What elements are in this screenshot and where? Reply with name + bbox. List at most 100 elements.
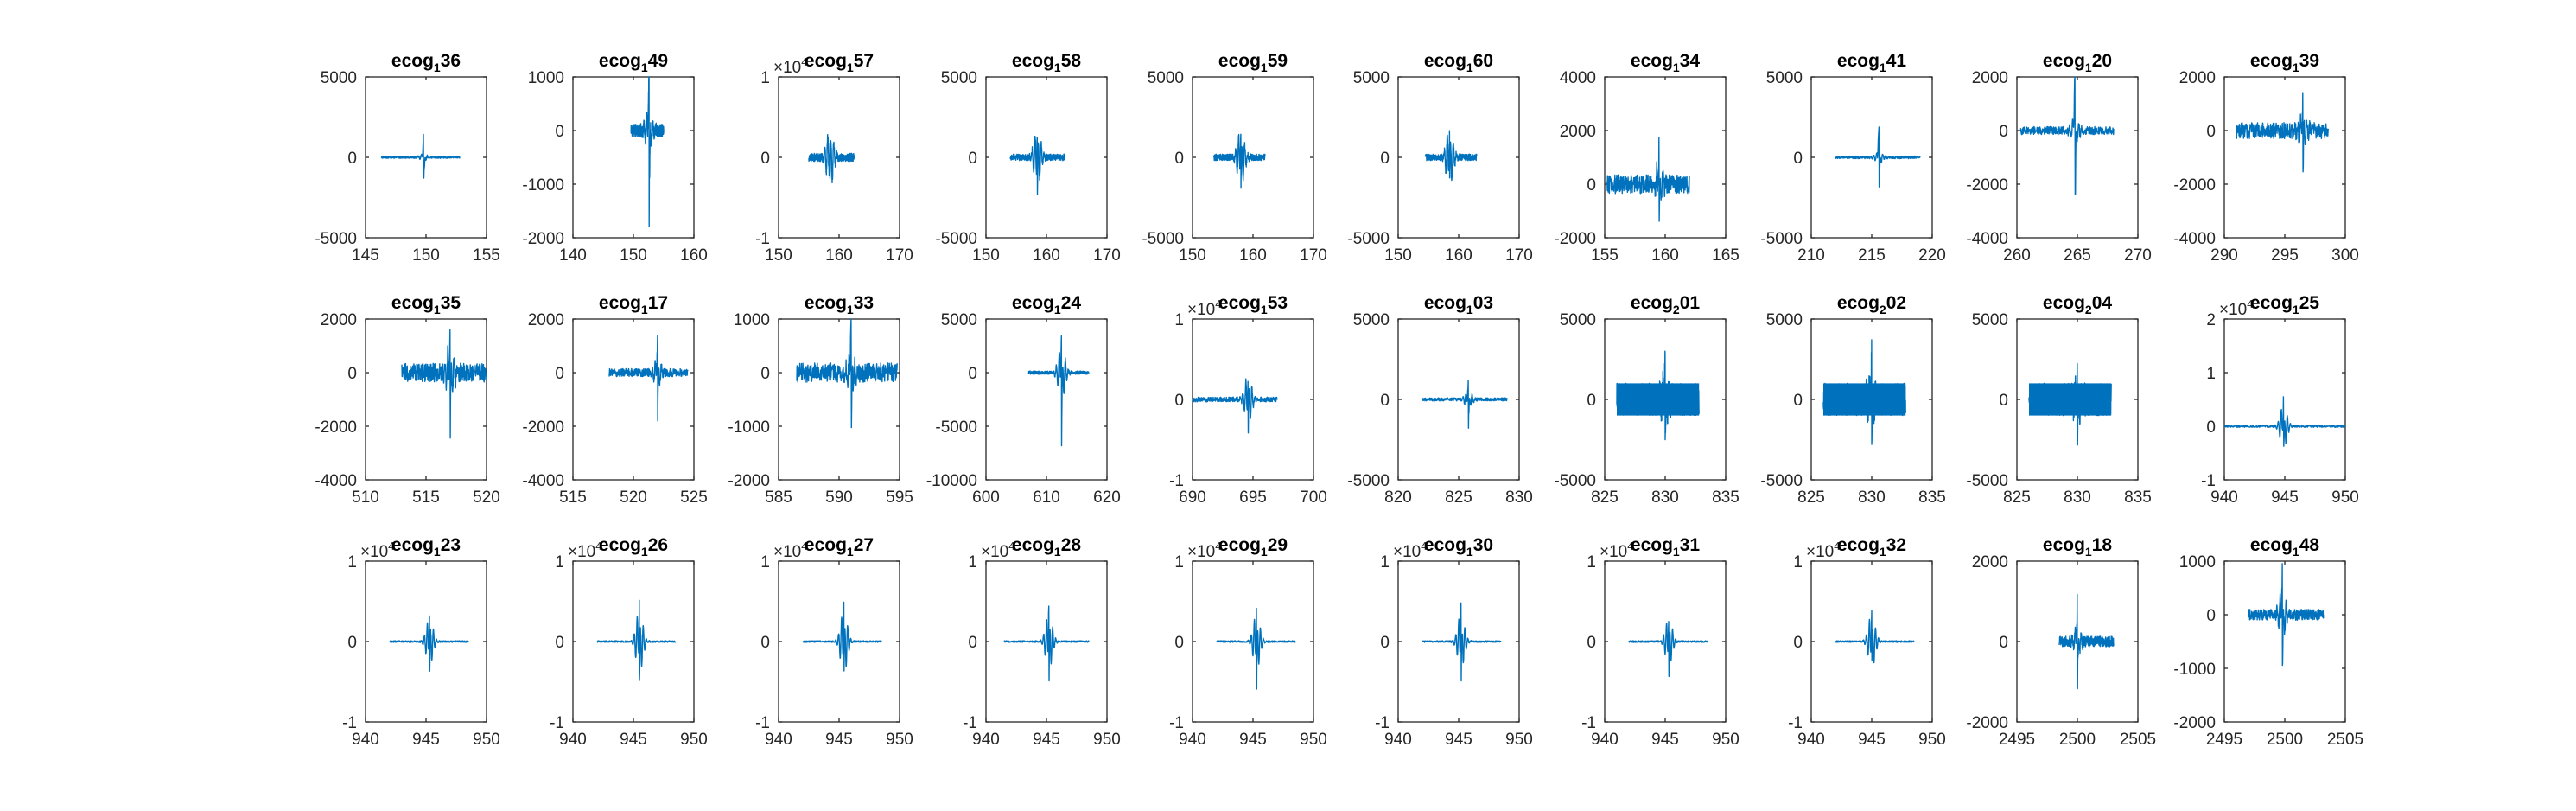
x-tick-label: 160 — [1239, 246, 1267, 265]
x-tick-label: 950 — [1505, 731, 1533, 749]
x-tick-label: 170 — [886, 246, 913, 265]
signal-trace — [1212, 133, 1266, 189]
y-tick-label: 0 — [555, 634, 564, 652]
y-tick-label: -1 — [755, 714, 770, 732]
signal-trace — [1422, 380, 1508, 429]
x-tick-label: 940 — [1591, 731, 1619, 749]
subplot-title: ecog118 — [2043, 535, 2112, 559]
y-tick-label: 0 — [1174, 634, 1184, 652]
subplot-title: ecog148 — [2250, 535, 2319, 559]
y-tick-label: 5000 — [1560, 311, 1596, 329]
y-exponent-label: ×104 — [568, 540, 601, 561]
subplot-title: ecog117 — [599, 293, 668, 316]
x-tick-label: 210 — [1797, 246, 1825, 265]
y-tick-label: -1 — [1169, 714, 1184, 732]
y-exponent-label: ×104 — [1600, 540, 1633, 561]
subplot-ecog103: 820 825 830 -5000 0 5000 ecog103 — [1347, 293, 1532, 507]
y-tick-label: 0 — [347, 150, 357, 168]
y-tick-label: 1 — [1174, 553, 1184, 572]
x-tick-label: 150 — [1384, 246, 1412, 265]
signal-trace — [596, 599, 677, 681]
signal-trace — [802, 601, 882, 672]
x-tick-label: 950 — [1093, 731, 1121, 749]
subplot-title: ecog159 — [1218, 51, 1288, 74]
signal-trace — [796, 318, 898, 429]
y-tick-label: 0 — [1793, 634, 1803, 652]
y-exponent-label: ×104 — [1393, 540, 1427, 561]
subplot-ecog124: 600 610 620 -10000 -5000 0 5000 ecog124 — [926, 293, 1121, 507]
x-tick-label: 940 — [559, 731, 587, 749]
x-tick-label: 825 — [1445, 489, 1472, 507]
y-tick-label: 1 — [760, 553, 770, 572]
signal-trace — [2019, 76, 2115, 195]
x-tick-label: 170 — [1300, 246, 1327, 265]
y-tick-label: 2000 — [528, 311, 564, 329]
x-tick-label: 515 — [559, 489, 587, 507]
x-tick-label: 945 — [825, 731, 853, 749]
y-tick-label: -2000 — [522, 230, 564, 248]
y-tick-label: -4000 — [522, 472, 564, 490]
y-tick-label: -5000 — [1554, 472, 1596, 490]
signal-trace — [808, 134, 855, 184]
y-tick-label: -5000 — [1347, 472, 1390, 490]
y-tick-label: 0 — [1174, 150, 1184, 168]
y-tick-label: 1 — [1587, 553, 1596, 572]
x-tick-label: 220 — [1918, 246, 1946, 265]
y-tick-label: 2000 — [1560, 123, 1596, 141]
subplot-title: ecog158 — [1012, 51, 1081, 74]
x-tick-label: 2495 — [1999, 731, 2035, 749]
x-tick-label: 825 — [2003, 489, 2031, 507]
y-tick-label: 1 — [1793, 553, 1803, 572]
axes-box — [2223, 318, 2346, 481]
y-tick-label: 1 — [760, 69, 770, 87]
x-tick-label: 2500 — [2059, 731, 2096, 749]
subplot-ecog120: 260 265 270 -4000 -2000 0 2000 ecog120 — [1966, 51, 2151, 265]
y-tick-label: -1 — [963, 714, 977, 732]
subplot-ecog139: 290 295 300 -4000 -2000 0 2000 ecog139 — [2173, 51, 2358, 265]
x-tick-label: 950 — [1300, 731, 1327, 749]
axes-box — [2223, 76, 2346, 239]
y-exponent-label: ×104 — [1806, 540, 1840, 561]
x-tick-label: 700 — [1300, 489, 1327, 507]
x-tick-label: 835 — [2124, 489, 2152, 507]
subplot-title: ecog127 — [805, 535, 874, 559]
x-tick-label: 945 — [1239, 731, 1267, 749]
y-tick-label: 0 — [1793, 150, 1803, 168]
x-tick-label: 295 — [2271, 246, 2299, 265]
x-tick-label: 515 — [412, 489, 440, 507]
x-tick-label: 2505 — [2327, 731, 2363, 749]
y-tick-label: -2000 — [728, 472, 770, 490]
y-tick-label: 0 — [347, 634, 357, 652]
y-tick-label: 2000 — [1972, 69, 2008, 87]
x-tick-label: 820 — [1384, 489, 1412, 507]
x-tick-label: 950 — [2331, 489, 2359, 507]
axes-box — [1604, 76, 1727, 239]
subplot-title: ecog201 — [1631, 293, 1700, 316]
x-tick-label: 690 — [1179, 489, 1206, 507]
signal-noise-band — [1823, 383, 1906, 416]
x-tick-label: 155 — [473, 246, 500, 265]
y-tick-label: -4000 — [2173, 230, 2216, 248]
subplot-ecog160: 150 160 170 -5000 0 5000 ecog160 — [1347, 51, 1532, 265]
y-tick-label: -2000 — [1554, 230, 1596, 248]
x-tick-label: 585 — [765, 489, 792, 507]
signal-trace — [2236, 92, 2330, 173]
subplot-title: ecog131 — [1631, 535, 1700, 559]
y-exponent-label: ×104 — [981, 540, 1014, 561]
y-tick-label: 0 — [1380, 150, 1390, 168]
x-tick-label: 145 — [352, 246, 379, 265]
subplot-title: ecog204 — [2043, 293, 2112, 316]
x-tick-label: 525 — [680, 489, 708, 507]
y-tick-label: 5000 — [1766, 311, 1803, 329]
x-tick-label: 2505 — [2120, 731, 2156, 749]
signal-trace — [2223, 396, 2346, 447]
x-tick-label: 950 — [1918, 731, 1946, 749]
